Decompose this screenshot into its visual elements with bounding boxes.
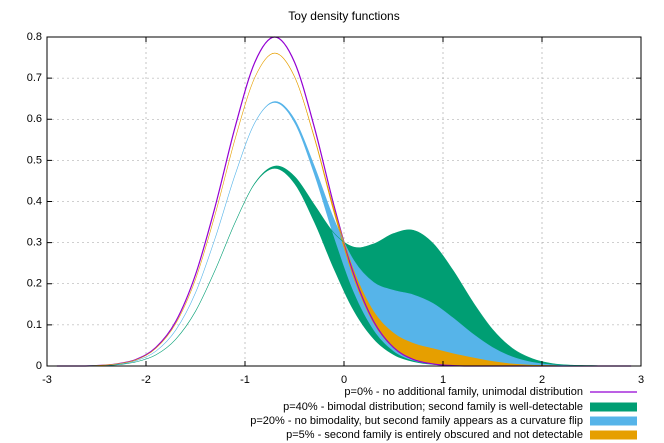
density-line — [56, 52, 632, 367]
density-line — [56, 101, 632, 367]
x-tick-label: -3 — [42, 374, 52, 386]
legend-swatch — [590, 402, 637, 412]
y-tick-label: 0.6 — [27, 113, 42, 125]
plot-frame — [46, 36, 642, 367]
y-tick-label: 0.2 — [27, 278, 42, 290]
x-tick-label: -1 — [240, 374, 250, 386]
legend-swatch — [590, 416, 637, 426]
x-tick-label: 0 — [341, 374, 347, 386]
legend-label: p=5% - second family is entirely obscure… — [286, 429, 583, 441]
x-tick-label: 2 — [539, 374, 545, 386]
x-tick-label: 1 — [440, 374, 446, 386]
density-band — [56, 53, 632, 367]
y-tick-label: 0.7 — [27, 72, 42, 84]
legend-label: p=20% - no bimodality, but second family… — [250, 415, 583, 427]
y-tick-label: 0.8 — [27, 31, 42, 43]
chart-title: Toy density functions — [288, 9, 399, 23]
y-tick-label: 0.5 — [27, 154, 42, 166]
y-tick-label: 0.4 — [27, 195, 42, 207]
y-tick-label: 0.1 — [27, 319, 42, 331]
legend-label: p=40% - bimodal distribution; second fam… — [283, 401, 583, 413]
legend: p=0% - no additional family, unimodal di… — [250, 386, 637, 441]
axes: 0 0.1 0.2 0.3 0.4 0.5 0.6 0.7 0.8 -3 -2 -1 0 1 2 3 — [27, 31, 644, 386]
y-tick-label: 0 — [36, 360, 42, 372]
legend-label: p=0% - no additional family, unimodal di… — [344, 386, 583, 398]
x-tick-label: 3 — [638, 374, 644, 386]
x-tick-label: -2 — [141, 374, 151, 386]
legend-swatch — [590, 430, 637, 440]
y-tick-label: 0.3 — [27, 237, 42, 249]
grid — [46, 36, 642, 367]
